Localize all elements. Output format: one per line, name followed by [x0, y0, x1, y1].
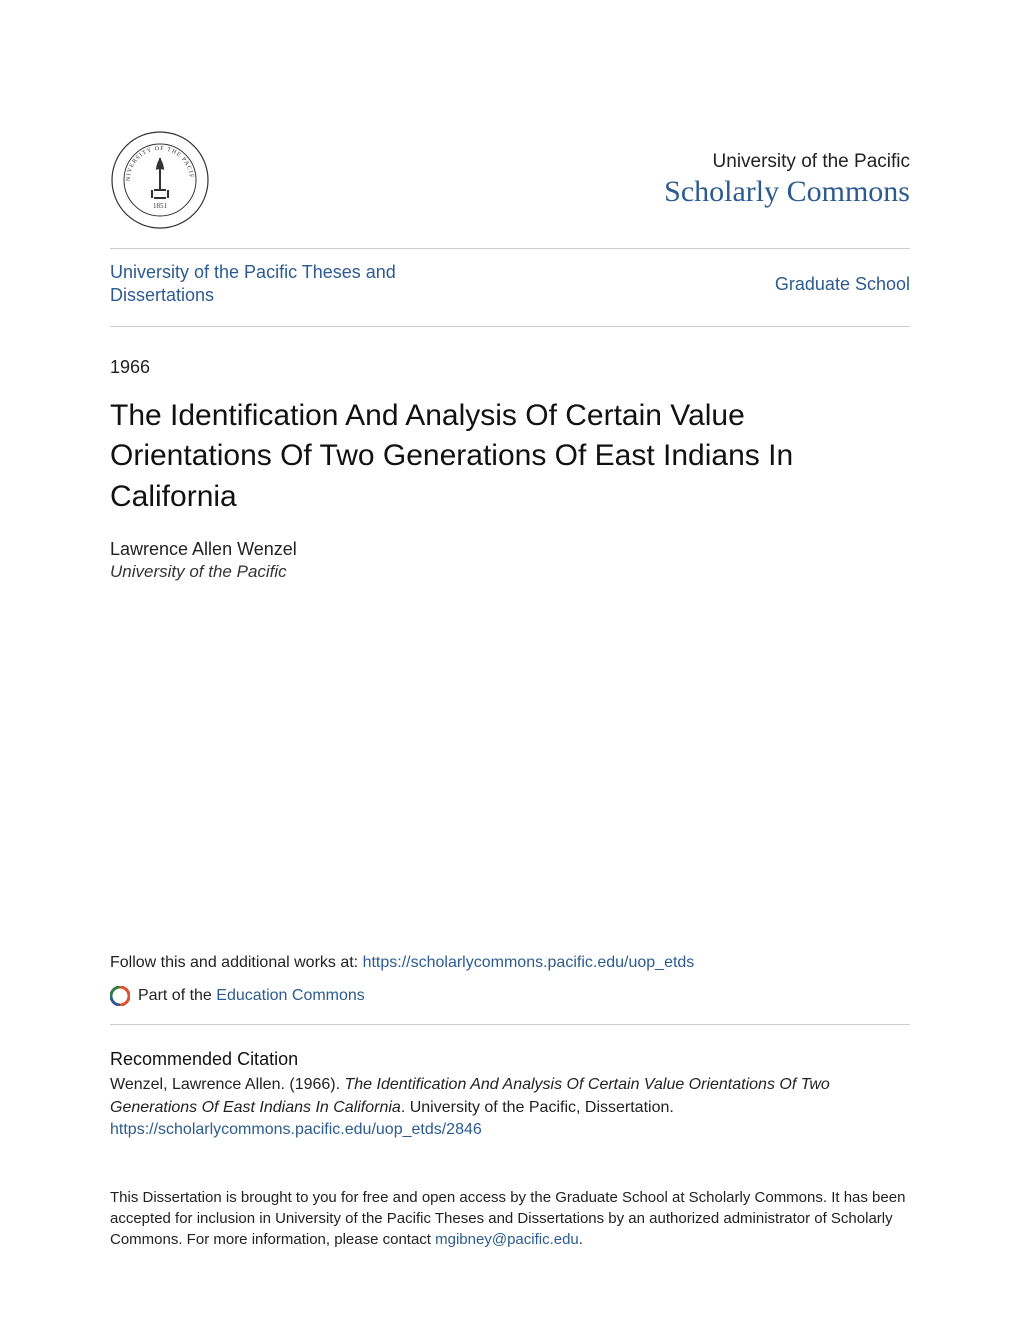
citation-body: Wenzel, Lawrence Allen. (1966). The Iden… — [110, 1074, 910, 1119]
school-link[interactable]: Graduate School — [775, 274, 910, 295]
footer-text-after: . — [579, 1231, 583, 1248]
author-name: Lawrence Allen Wenzel — [110, 539, 910, 560]
collection-link[interactable]: University of the Pacific Theses and Dis… — [110, 261, 450, 308]
network-icon[interactable] — [110, 986, 130, 1006]
citation-heading: Recommended Citation — [110, 1049, 910, 1070]
contact-email-link[interactable]: mgibney@pacific.edu — [435, 1231, 579, 1248]
citation-author-year: Wenzel, Lawrence Allen. (1966). — [110, 1076, 345, 1093]
repository-name-link[interactable]: Scholarly Commons — [664, 175, 910, 209]
breadcrumb: University of the Pacific Theses and Dis… — [110, 249, 910, 327]
follow-url-link[interactable]: https://scholarlycommons.pacific.edu/uop… — [363, 954, 695, 971]
citation-suffix: . University of the Pacific, Dissertatio… — [401, 1099, 674, 1116]
partof-prefix: Part of the — [138, 987, 212, 1005]
part-of-row: Part of the Education Commons — [110, 986, 910, 1025]
seal-year: 1851 — [153, 202, 168, 210]
commons-link[interactable]: Education Commons — [216, 987, 365, 1005]
university-seal-icon: UNIVERSITY OF THE PACIFIC 1851 — [110, 130, 210, 230]
vertical-spacer — [110, 582, 910, 954]
citation-link[interactable]: https://scholarlycommons.pacific.edu/uop… — [110, 1121, 910, 1139]
follow-works-line: Follow this and additional works at: htt… — [110, 954, 910, 972]
publication-year: 1966 — [110, 357, 910, 378]
header: UNIVERSITY OF THE PACIFIC 1851 Universit… — [110, 130, 910, 249]
follow-prefix: Follow this and additional works at: — [110, 954, 363, 971]
footer-note: This Dissertation is brought to you for … — [110, 1187, 910, 1250]
paper-title: The Identification And Analysis Of Certa… — [110, 396, 910, 518]
author-affiliation: University of the Pacific — [110, 562, 910, 582]
university-name: University of the Pacific — [664, 151, 910, 173]
header-text-block: University of the Pacific Scholarly Comm… — [664, 151, 910, 209]
cover-page: UNIVERSITY OF THE PACIFIC 1851 Universit… — [0, 0, 1020, 1320]
